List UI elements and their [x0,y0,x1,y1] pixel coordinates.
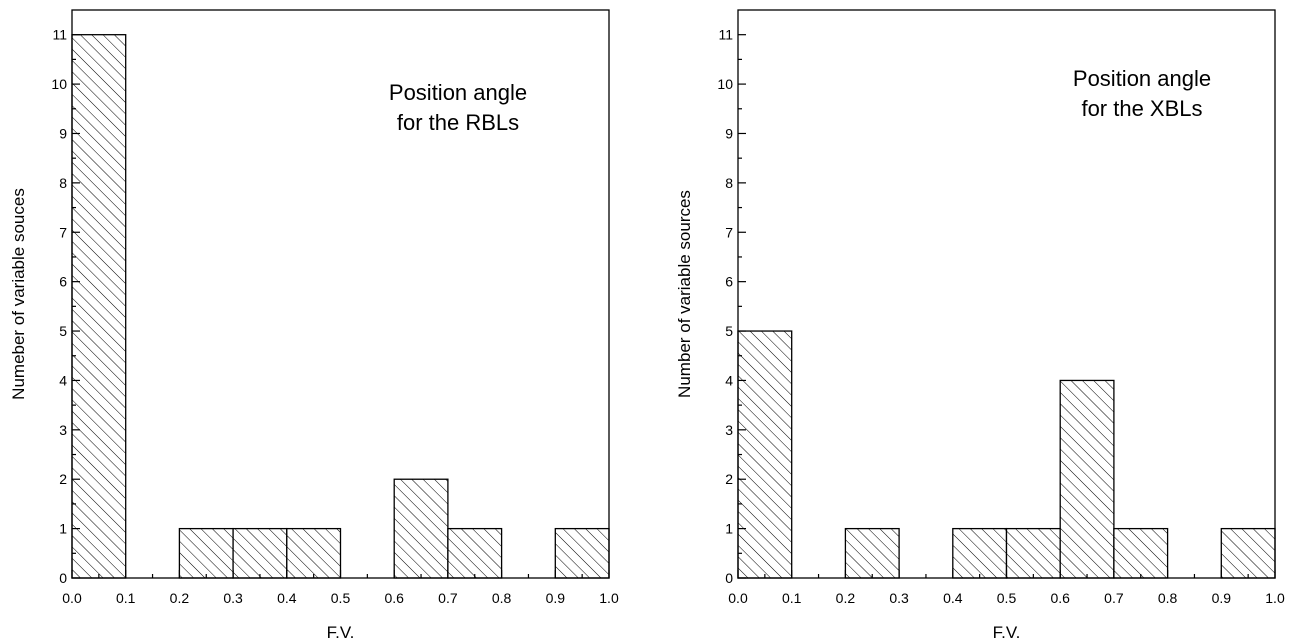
y-axis-label: Number of variable sources [675,190,694,398]
y-tick-label: 7 [725,224,733,240]
x-tick-label: 0.8 [1158,590,1178,606]
histogram-bar [1113,527,1169,579]
histogram-bar [1220,527,1276,579]
x-tick-label: 0.3 [223,590,243,606]
histogram-bar [844,527,900,579]
histogram-bar [554,527,610,579]
y-tick-label: 7 [59,224,67,240]
chart-annotation: Position angle [1073,66,1211,91]
x-tick-label: 1.0 [1265,590,1285,606]
y-tick-label: 3 [725,422,733,438]
chart-annotation: Position angle [389,80,527,105]
y-tick-label: 11 [718,27,733,43]
y-tick-label: 9 [59,125,67,141]
y-tick-label: 6 [59,274,67,290]
x-axis-label: F.V. [327,623,355,642]
x-tick-label: 0.9 [1212,590,1232,606]
x-tick-label: 0.2 [170,590,190,606]
histogram-bar [232,527,288,579]
y-tick-label: 0 [725,570,733,586]
x-tick-label: 0.9 [546,590,566,606]
x-tick-label: 0.4 [943,590,963,606]
y-tick-label: 8 [725,175,733,191]
histogram-bar [1059,379,1115,579]
x-tick-label: 0.0 [62,590,82,606]
y-tick-label: 10 [717,76,733,92]
histogram-bar [393,478,449,579]
x-tick-label: 0.3 [889,590,909,606]
y-tick-label: 3 [59,422,67,438]
histogram-bar [286,527,342,579]
x-tick-label: 0.2 [836,590,856,606]
plot-frame [71,9,610,579]
x-tick-label: 0.7 [1104,590,1124,606]
y-tick-label: 2 [725,471,733,487]
histogram-bar [71,34,127,579]
x-tick-label: 0.0 [728,590,748,606]
histogram-bar [447,527,503,579]
x-tick-label: 0.1 [782,590,802,606]
histogram-bar [737,330,793,579]
chart-annotation: for the RBLs [397,110,519,135]
left-histogram-panel: 0.0 0.1 0.2 0.3 0.4 0.5 0.6 0.7 0.8 0.9 1.0 0 1 2 3 4 5 6… [9,9,619,642]
histogram-bar [178,527,234,579]
y-tick-label: 1 [725,521,733,537]
x-axis-label: F.V. [993,623,1021,642]
x-tick-label: 0.1 [116,590,136,606]
y-tick-label: 6 [725,274,733,290]
x-tick-label: 1.0 [599,590,619,606]
histogram-bar [952,527,1008,579]
y-axis-label: Numeber of variable souces [9,188,28,400]
x-tick-label: 0.4 [277,590,297,606]
y-tick-label: 8 [59,175,67,191]
y-tick-label: 4 [59,372,67,388]
y-tick-label: 0 [59,570,67,586]
y-tick-label: 11 [52,27,67,43]
chart-annotation: for the XBLs [1081,96,1202,121]
y-tick-label: 4 [725,372,733,388]
x-tick-label: 0.5 [997,590,1017,606]
x-tick-label: 0.5 [331,590,351,606]
y-tick-label: 2 [59,471,67,487]
x-tick-label: 0.6 [384,590,404,606]
x-tick-label: 0.7 [438,590,458,606]
y-tick-label: 9 [725,125,733,141]
histogram-bar [1005,527,1061,579]
y-tick-label: 5 [59,323,67,339]
y-tick-label: 10 [51,76,67,92]
y-tick-label: 1 [59,521,67,537]
right-histogram-panel: 0.0 0.1 0.2 0.3 0.4 0.5 0.6 0.7 0.8 0.9 1.0 0 1 2 3 4 5 6… [675,9,1285,642]
y-tick-label: 5 [725,323,733,339]
x-tick-label: 0.8 [492,590,512,606]
x-tick-label: 0.6 [1050,590,1070,606]
